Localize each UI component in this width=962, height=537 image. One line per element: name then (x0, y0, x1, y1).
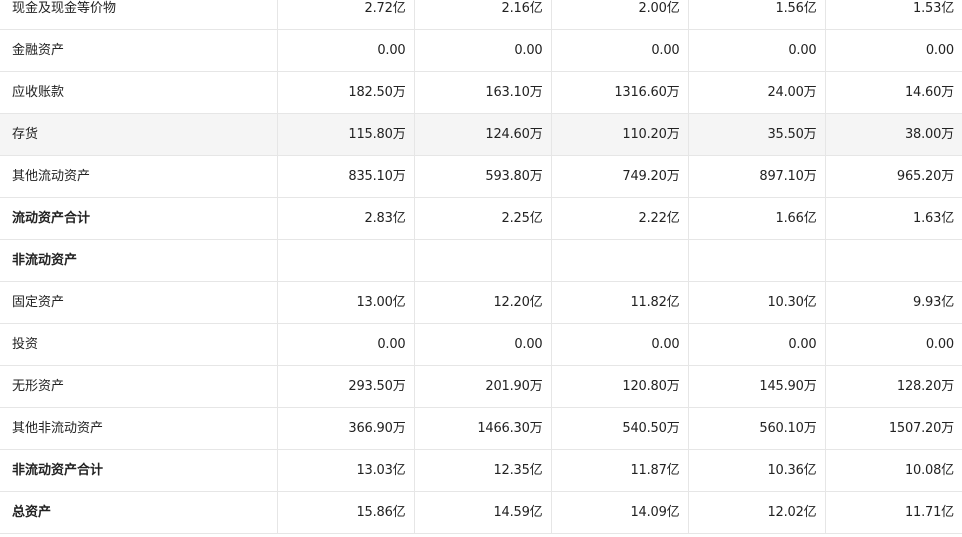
value-cell: 11.82亿 (551, 281, 689, 324)
value-cell: 0.00 (277, 29, 415, 72)
table-row[interactable]: 现金及现金等价物 2.72亿 2.16亿 2.00亿 1.56亿 1.53亿 (0, 0, 962, 30)
value-cell: 2.83亿 (277, 197, 415, 240)
value-cell: 11.71亿 (825, 491, 962, 534)
value-cell: 1.56亿 (688, 0, 826, 30)
row-label: 金融资产 (0, 29, 278, 72)
value-cell: 1.63亿 (825, 197, 962, 240)
row-label: 应收账款 (0, 71, 278, 114)
value-cell: 115.80万 (277, 113, 415, 156)
value-cell: 293.50万 (277, 365, 415, 408)
value-cell: 13.03亿 (277, 449, 415, 492)
value-cell: 0.00 (414, 323, 552, 366)
value-cell: 35.50万 (688, 113, 826, 156)
table-row[interactable]: 投资 0.00 0.00 0.00 0.00 0.00 (0, 323, 962, 366)
value-cell: 14.59亿 (414, 491, 552, 534)
value-cell (825, 239, 962, 282)
value-cell: 12.20亿 (414, 281, 552, 324)
table-row[interactable]: 流动资产合计 2.83亿 2.25亿 2.22亿 1.66亿 1.63亿 (0, 197, 962, 240)
table-row[interactable]: 非流动资产 (0, 239, 962, 282)
value-cell: 24.00万 (688, 71, 826, 114)
value-cell: 0.00 (551, 29, 689, 72)
value-cell: 0.00 (688, 29, 826, 72)
value-cell: 11.87亿 (551, 449, 689, 492)
row-label: 其他流动资产 (0, 155, 278, 198)
value-cell: 0.00 (277, 323, 415, 366)
value-cell: 163.10万 (414, 71, 552, 114)
value-cell (277, 239, 415, 282)
value-cell: 15.86亿 (277, 491, 415, 534)
value-cell: 1466.30万 (414, 407, 552, 450)
table-row[interactable]: 金融资产 0.00 0.00 0.00 0.00 0.00 (0, 29, 962, 72)
row-label: 其他非流动资产 (0, 407, 278, 450)
value-cell: 0.00 (825, 323, 962, 366)
value-cell: 965.20万 (825, 155, 962, 198)
row-label: 投资 (0, 323, 278, 366)
value-cell: 1.53亿 (825, 0, 962, 30)
value-cell: 593.80万 (414, 155, 552, 198)
value-cell: 0.00 (825, 29, 962, 72)
table-row[interactable]: 固定资产 13.00亿 12.20亿 11.82亿 10.30亿 9.93亿 (0, 281, 962, 324)
table-row[interactable]: 非流动资产合计 13.03亿 12.35亿 11.87亿 10.36亿 10.08亿 (0, 449, 962, 492)
value-cell: 38.00万 (825, 113, 962, 156)
value-cell: 201.90万 (414, 365, 552, 408)
value-cell: 0.00 (688, 323, 826, 366)
value-cell: 540.50万 (551, 407, 689, 450)
table-row[interactable]: 无形资产 293.50万 201.90万 120.80万 145.90万 128.20万 (0, 365, 962, 408)
value-cell: 366.90万 (277, 407, 415, 450)
row-label: 固定资产 (0, 281, 278, 324)
value-cell: 1507.20万 (825, 407, 962, 450)
value-cell: 12.35亿 (414, 449, 552, 492)
value-cell: 9.93亿 (825, 281, 962, 324)
value-cell: 1.66亿 (688, 197, 826, 240)
value-cell: 14.60万 (825, 71, 962, 114)
value-cell: 13.00亿 (277, 281, 415, 324)
row-label: 无形资产 (0, 365, 278, 408)
table-row[interactable]: 总资产 15.86亿 14.59亿 14.09亿 12.02亿 11.71亿 (0, 491, 962, 534)
row-label: 流动资产合计 (0, 197, 278, 240)
value-cell (551, 239, 689, 282)
value-cell: 1316.60万 (551, 71, 689, 114)
value-cell: 10.08亿 (825, 449, 962, 492)
value-cell: 0.00 (551, 323, 689, 366)
value-cell: 182.50万 (277, 71, 415, 114)
row-label: 总资产 (0, 491, 278, 534)
value-cell: 2.72亿 (277, 0, 415, 30)
value-cell: 835.10万 (277, 155, 415, 198)
value-cell (414, 239, 552, 282)
value-cell: 2.00亿 (551, 0, 689, 30)
value-cell: 2.25亿 (414, 197, 552, 240)
table-row[interactable]: 应收账款 182.50万 163.10万 1316.60万 24.00万 14.60万 (0, 71, 962, 114)
value-cell: 124.60万 (414, 113, 552, 156)
row-label: 现金及现金等价物 (0, 0, 278, 30)
value-cell: 560.10万 (688, 407, 826, 450)
value-cell: 10.30亿 (688, 281, 826, 324)
value-cell (688, 239, 826, 282)
value-cell: 110.20万 (551, 113, 689, 156)
value-cell: 12.02亿 (688, 491, 826, 534)
value-cell: 2.22亿 (551, 197, 689, 240)
value-cell: 128.20万 (825, 365, 962, 408)
value-cell: 14.09亿 (551, 491, 689, 534)
value-cell: 2.16亿 (414, 0, 552, 30)
table-row[interactable]: 其他流动资产 835.10万 593.80万 749.20万 897.10万 965.20… (0, 155, 962, 198)
value-cell: 897.10万 (688, 155, 826, 198)
row-label: 非流动资产合计 (0, 449, 278, 492)
row-label: 存货 (0, 113, 278, 156)
value-cell: 145.90万 (688, 365, 826, 408)
value-cell: 120.80万 (551, 365, 689, 408)
value-cell: 749.20万 (551, 155, 689, 198)
table-row[interactable]: 存货 115.80万 124.60万 110.20万 35.50万 38.00万 (0, 113, 962, 156)
value-cell: 0.00 (414, 29, 552, 72)
table-row[interactable]: 其他非流动资产 366.90万 1466.30万 540.50万 560.10万 1507… (0, 407, 962, 450)
row-label: 非流动资产 (0, 239, 278, 282)
value-cell: 10.36亿 (688, 449, 826, 492)
